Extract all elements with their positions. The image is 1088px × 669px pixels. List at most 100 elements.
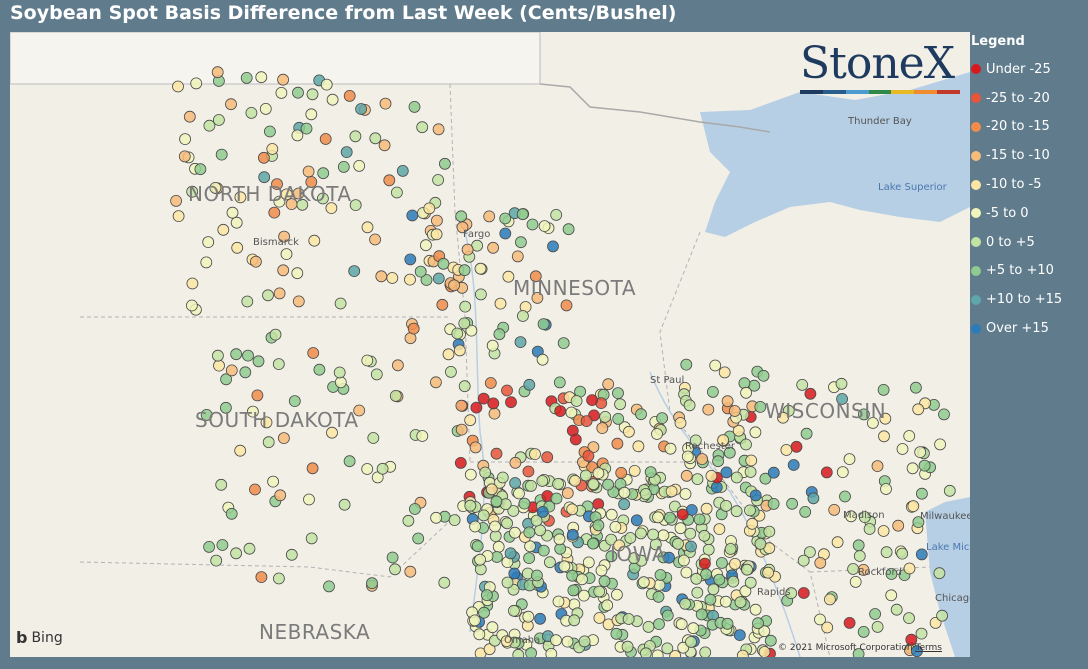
location-dot[interactable]	[416, 121, 429, 134]
location-dot[interactable]	[230, 547, 243, 560]
location-dot[interactable]	[414, 265, 427, 278]
location-dot[interactable]	[654, 569, 667, 581]
location-dot[interactable]	[536, 475, 549, 487]
location-dot[interactable]	[547, 240, 559, 253]
location-dot[interactable]	[213, 359, 225, 372]
location-dot[interactable]	[408, 101, 421, 113]
location-dot[interactable]	[736, 649, 749, 657]
location-dot[interactable]	[338, 498, 351, 511]
location-dot[interactable]	[728, 405, 741, 417]
location-dot[interactable]	[216, 539, 229, 551]
location-dot[interactable]	[685, 636, 697, 648]
legend-item[interactable]: Over +15	[971, 314, 1086, 343]
location-dot[interactable]	[383, 174, 396, 187]
location-dot[interactable]	[376, 462, 389, 475]
location-dot[interactable]	[705, 469, 718, 482]
location-dot[interactable]	[518, 497, 531, 510]
location-dot[interactable]	[587, 478, 600, 491]
location-dot[interactable]	[225, 364, 238, 377]
location-dot[interactable]	[911, 645, 923, 657]
location-dot[interactable]	[915, 548, 928, 561]
location-dot[interactable]	[610, 627, 623, 640]
location-dot[interactable]	[892, 519, 905, 532]
location-dot[interactable]	[458, 317, 471, 330]
location-dot[interactable]	[470, 401, 483, 414]
location-dot[interactable]	[361, 463, 374, 475]
location-dot[interactable]	[621, 640, 634, 653]
location-dot[interactable]	[210, 554, 223, 567]
location-dot[interactable]	[326, 93, 339, 106]
location-dot[interactable]	[501, 384, 513, 397]
location-dot[interactable]	[508, 526, 521, 539]
location-dot[interactable]	[568, 614, 581, 627]
location-dot[interactable]	[185, 299, 198, 312]
location-dot[interactable]	[525, 647, 537, 657]
location-dot[interactable]	[490, 495, 503, 508]
location-dot[interactable]	[943, 484, 956, 497]
location-dot[interactable]	[505, 396, 517, 409]
location-dot[interactable]	[797, 587, 810, 599]
location-dot[interactable]	[308, 234, 321, 247]
location-dot[interactable]	[754, 400, 767, 413]
location-dot[interactable]	[566, 528, 579, 541]
location-dot[interactable]	[609, 520, 622, 533]
location-dot[interactable]	[723, 446, 736, 459]
location-dot[interactable]	[635, 527, 647, 540]
location-dot[interactable]	[516, 208, 529, 221]
location-dot[interactable]	[242, 349, 254, 362]
location-dot[interactable]	[255, 571, 268, 583]
location-dot[interactable]	[523, 552, 535, 564]
location-dot[interactable]	[537, 544, 550, 557]
location-dot[interactable]	[280, 248, 293, 261]
location-dot[interactable]	[215, 478, 228, 491]
location-dot[interactable]	[554, 405, 567, 418]
location-dot[interactable]	[494, 297, 507, 310]
location-dot[interactable]	[474, 553, 487, 566]
location-dot[interactable]	[576, 573, 588, 586]
location-dot[interactable]	[689, 434, 702, 447]
location-dot[interactable]	[858, 408, 870, 421]
location-dot[interactable]	[285, 548, 298, 561]
location-dot[interactable]	[220, 373, 233, 386]
location-dot[interactable]	[561, 635, 574, 648]
location-dot[interactable]	[262, 436, 275, 449]
location-dot[interactable]	[507, 604, 520, 617]
location-dot[interactable]	[696, 453, 708, 466]
location-dot[interactable]	[630, 514, 643, 527]
location-dot[interactable]	[172, 210, 185, 223]
location-dot[interactable]	[605, 550, 618, 563]
location-dot[interactable]	[209, 181, 222, 194]
location-dot[interactable]	[234, 191, 247, 204]
location-dot[interactable]	[707, 583, 720, 596]
location-dot[interactable]	[486, 621, 499, 634]
location-dot[interactable]	[496, 471, 509, 484]
location-dot[interactable]	[211, 66, 224, 79]
location-dot[interactable]	[580, 415, 593, 428]
location-dot[interactable]	[361, 354, 374, 367]
location-dot[interactable]	[582, 449, 595, 462]
location-dot[interactable]	[514, 336, 527, 349]
location-dot[interactable]	[700, 502, 713, 515]
location-dot[interactable]	[306, 462, 319, 475]
location-dot[interactable]	[618, 498, 630, 511]
location-dot[interactable]	[251, 389, 264, 402]
location-dot[interactable]	[691, 586, 704, 599]
location-dot[interactable]	[487, 241, 500, 254]
location-dot[interactable]	[661, 642, 674, 655]
location-dot[interactable]	[402, 514, 415, 527]
location-dot[interactable]	[565, 406, 578, 419]
location-dot[interactable]	[500, 635, 513, 647]
location-dot[interactable]	[896, 443, 909, 455]
location-dot[interactable]	[370, 368, 383, 381]
location-dot[interactable]	[744, 576, 757, 589]
location-dot[interactable]	[437, 257, 450, 270]
location-dot[interactable]	[885, 589, 898, 602]
location-dot[interactable]	[622, 613, 635, 625]
location-dot[interactable]	[807, 492, 820, 505]
location-dot[interactable]	[292, 295, 305, 308]
location-dot[interactable]	[438, 576, 451, 589]
location-dot[interactable]	[693, 513, 706, 526]
location-dot[interactable]	[746, 517, 759, 530]
location-dot[interactable]	[914, 446, 927, 459]
location-dot[interactable]	[267, 475, 280, 488]
